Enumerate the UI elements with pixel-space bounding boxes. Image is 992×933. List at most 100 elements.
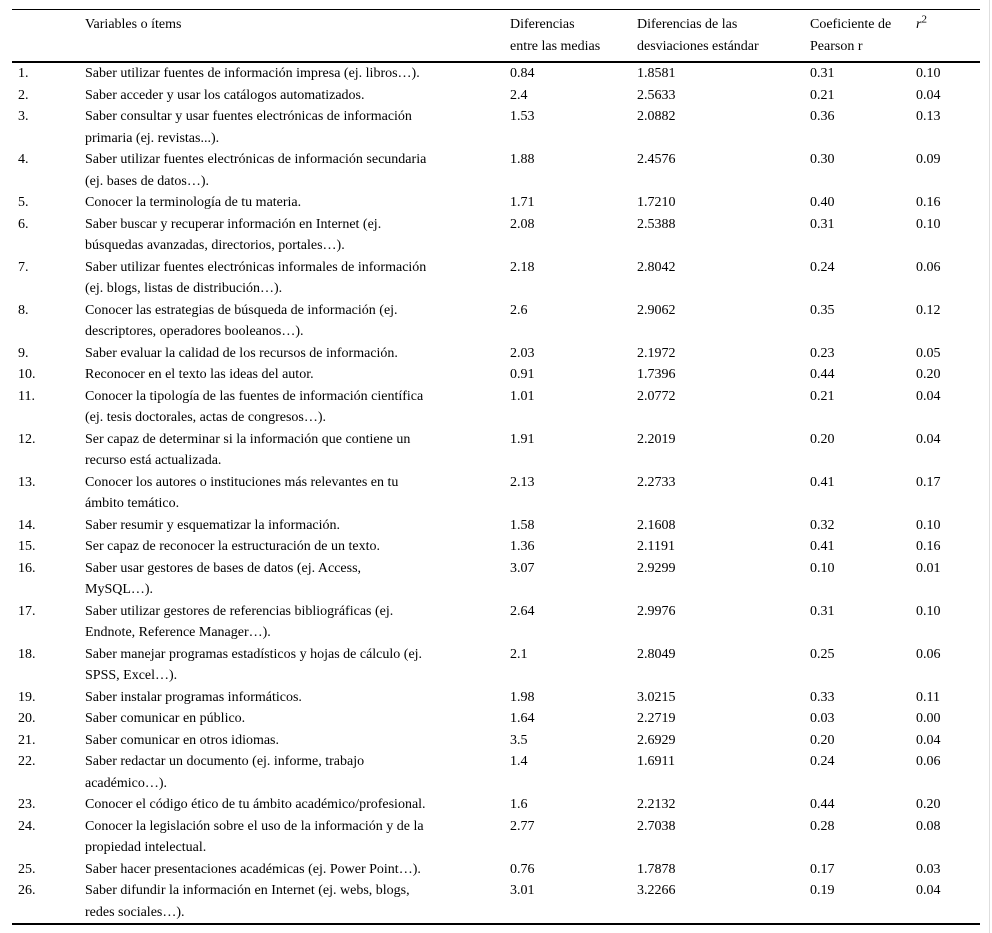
table-row: 15. Ser capaz de reconocer la estructura… xyxy=(12,536,980,558)
row-number: 13. xyxy=(18,474,36,490)
diff-sd-value: 2.2019 xyxy=(637,431,676,447)
pearson-value: 0.23 xyxy=(810,345,835,361)
r-squared-value: 0.20 xyxy=(916,797,941,812)
diff-sd-value: 1.6911 xyxy=(637,754,675,769)
row-number: 7. xyxy=(18,259,29,275)
item-text: Saber difundir la información en Interne… xyxy=(85,883,410,920)
header-pearson: Coeficiente de Pearson r xyxy=(810,9,916,63)
r-squared-value: 0.08 xyxy=(916,818,941,834)
row-number: 18. xyxy=(18,646,36,662)
pearson-value: 0.41 xyxy=(810,474,835,490)
row-number: 2. xyxy=(18,87,29,103)
row-number: 25. xyxy=(18,861,36,877)
diff-means-value: 2.77 xyxy=(510,818,535,834)
diff-means-value: 1.53 xyxy=(510,109,535,124)
diff-sd-value: 2.5388 xyxy=(637,216,676,232)
row-number: 26. xyxy=(18,883,36,898)
pearson-value: 0.03 xyxy=(810,711,835,726)
table-row: 8. Conocer las estrategias de búsqueda d… xyxy=(12,300,980,343)
pearson-value: 0.35 xyxy=(810,302,835,318)
table-row: 4. Saber utilizar fuentes electrónicas d… xyxy=(12,149,980,192)
item-text: Saber evaluar la calidad de los recursos… xyxy=(85,345,398,361)
item-text: Conocer la terminología de tu materia. xyxy=(85,195,302,210)
diff-sd-value: 2.2733 xyxy=(637,474,676,490)
diff-means-value: 1.71 xyxy=(510,195,535,210)
r-squared-value: 0.09 xyxy=(916,152,941,167)
row-number: 15. xyxy=(18,539,36,554)
r-squared-value: 0.11 xyxy=(916,689,940,705)
diff-means-value: 2.6 xyxy=(510,302,528,318)
header-variables: Variables o ítems xyxy=(85,9,510,63)
r-squared-value: 0.05 xyxy=(916,345,941,361)
diff-sd-value: 2.8049 xyxy=(637,646,676,662)
item-text: Saber hacer presentaciones académicas (e… xyxy=(85,861,421,877)
item-text: Saber comunicar en público. xyxy=(85,711,246,726)
header-diff-sd: Diferencias de las desviaciones estándar xyxy=(637,9,810,63)
item-text: Conocer la legislación sobre el uso de l… xyxy=(85,818,424,856)
diff-means-value: 0.84 xyxy=(510,66,535,81)
table-row: 3. Saber consultar y usar fuentes electr… xyxy=(12,106,980,149)
diff-sd-value: 2.0882 xyxy=(637,109,676,124)
table-row: 14. Saber resumir y esquematizar la info… xyxy=(12,515,980,537)
item-text: Saber redactar un documento (ej. informe… xyxy=(85,754,365,791)
r-squared-value: 0.16 xyxy=(916,539,941,554)
pearson-value: 0.21 xyxy=(810,388,835,404)
pearson-value: 0.25 xyxy=(810,646,835,662)
pearson-value: 0.24 xyxy=(810,754,835,769)
diff-sd-value: 2.5633 xyxy=(637,87,676,103)
item-text: Reconocer en el texto las ideas del auto… xyxy=(85,367,314,382)
pearson-value: 0.20 xyxy=(810,732,835,748)
table-row: 24. Conocer la legislación sobre el uso … xyxy=(12,816,980,859)
diff-sd-value: 1.7878 xyxy=(637,861,676,877)
item-text: Conocer el código ético de tu ámbito aca… xyxy=(85,797,426,812)
diff-sd-value: 2.8042 xyxy=(637,259,676,275)
table-row: 16. Saber usar gestores de bases de dato… xyxy=(12,558,980,601)
item-text: Saber instalar programas informáticos. xyxy=(85,689,302,705)
row-number: 12. xyxy=(18,431,36,447)
diff-sd-value: 1.8581 xyxy=(637,66,676,81)
item-text: Ser capaz de reconocer la estructuración… xyxy=(85,539,381,554)
table-row: 23. Conocer el código ético de tu ámbito… xyxy=(12,794,980,816)
table-row: 19. Saber instalar programas informático… xyxy=(12,687,980,709)
r-squared-symbol: r xyxy=(916,17,922,32)
diff-sd-value: 2.4576 xyxy=(637,152,676,167)
item-text: Saber usar gestores de bases de datos (e… xyxy=(85,560,362,598)
pearson-value: 0.17 xyxy=(810,861,835,877)
diff-means-value: 3.5 xyxy=(510,732,528,748)
item-text: Conocer los autores o instituciones más … xyxy=(85,474,399,512)
row-number: 10. xyxy=(18,367,36,382)
row-number: 24. xyxy=(18,818,36,834)
pearson-value: 0.41 xyxy=(810,539,835,554)
pearson-value: 0.31 xyxy=(810,66,835,81)
table-row: 25. Saber hacer presentaciones académica… xyxy=(12,859,980,881)
diff-means-value: 3.01 xyxy=(510,883,535,898)
diff-means-value: 2.18 xyxy=(510,259,535,275)
diff-sd-value: 2.2719 xyxy=(637,711,676,726)
table-row: 7. Saber utilizar fuentes electrónicas i… xyxy=(12,257,980,300)
item-text: Saber utilizar gestores de referencias b… xyxy=(85,603,394,641)
diff-sd-value: 2.9299 xyxy=(637,560,676,576)
diff-means-value: 3.07 xyxy=(510,560,535,576)
r-squared-value: 0.03 xyxy=(916,861,941,877)
r-squared-value: 0.10 xyxy=(916,517,941,533)
r-squared-value: 0.04 xyxy=(916,883,941,898)
table-row: 12. Ser capaz de determinar si la inform… xyxy=(12,429,980,472)
table-row: 6. Saber buscar y recuperar información … xyxy=(12,214,980,257)
diff-means-value: 2.64 xyxy=(510,603,535,619)
r-squared-exponent: 2 xyxy=(921,13,927,26)
row-number: 6. xyxy=(18,216,29,232)
diff-means-value: 1.36 xyxy=(510,539,535,554)
diff-means-value: 1.64 xyxy=(510,711,535,726)
table-row: 22. Saber redactar un documento (ej. inf… xyxy=(12,751,980,794)
diff-sd-value: 2.7038 xyxy=(637,818,676,834)
table-row: 26. Saber difundir la información en Int… xyxy=(12,880,980,924)
diff-sd-value: 2.0772 xyxy=(637,388,676,404)
row-number: 21. xyxy=(18,732,36,748)
item-text: Saber utilizar fuentes electrónicas info… xyxy=(85,259,427,297)
row-number: 5. xyxy=(18,195,29,210)
r-squared-value: 0.10 xyxy=(916,66,941,81)
item-text: Saber acceder y usar los catálogos autom… xyxy=(85,87,365,103)
diff-sd-value: 2.1608 xyxy=(637,517,676,533)
diff-means-value: 2.08 xyxy=(510,216,535,232)
